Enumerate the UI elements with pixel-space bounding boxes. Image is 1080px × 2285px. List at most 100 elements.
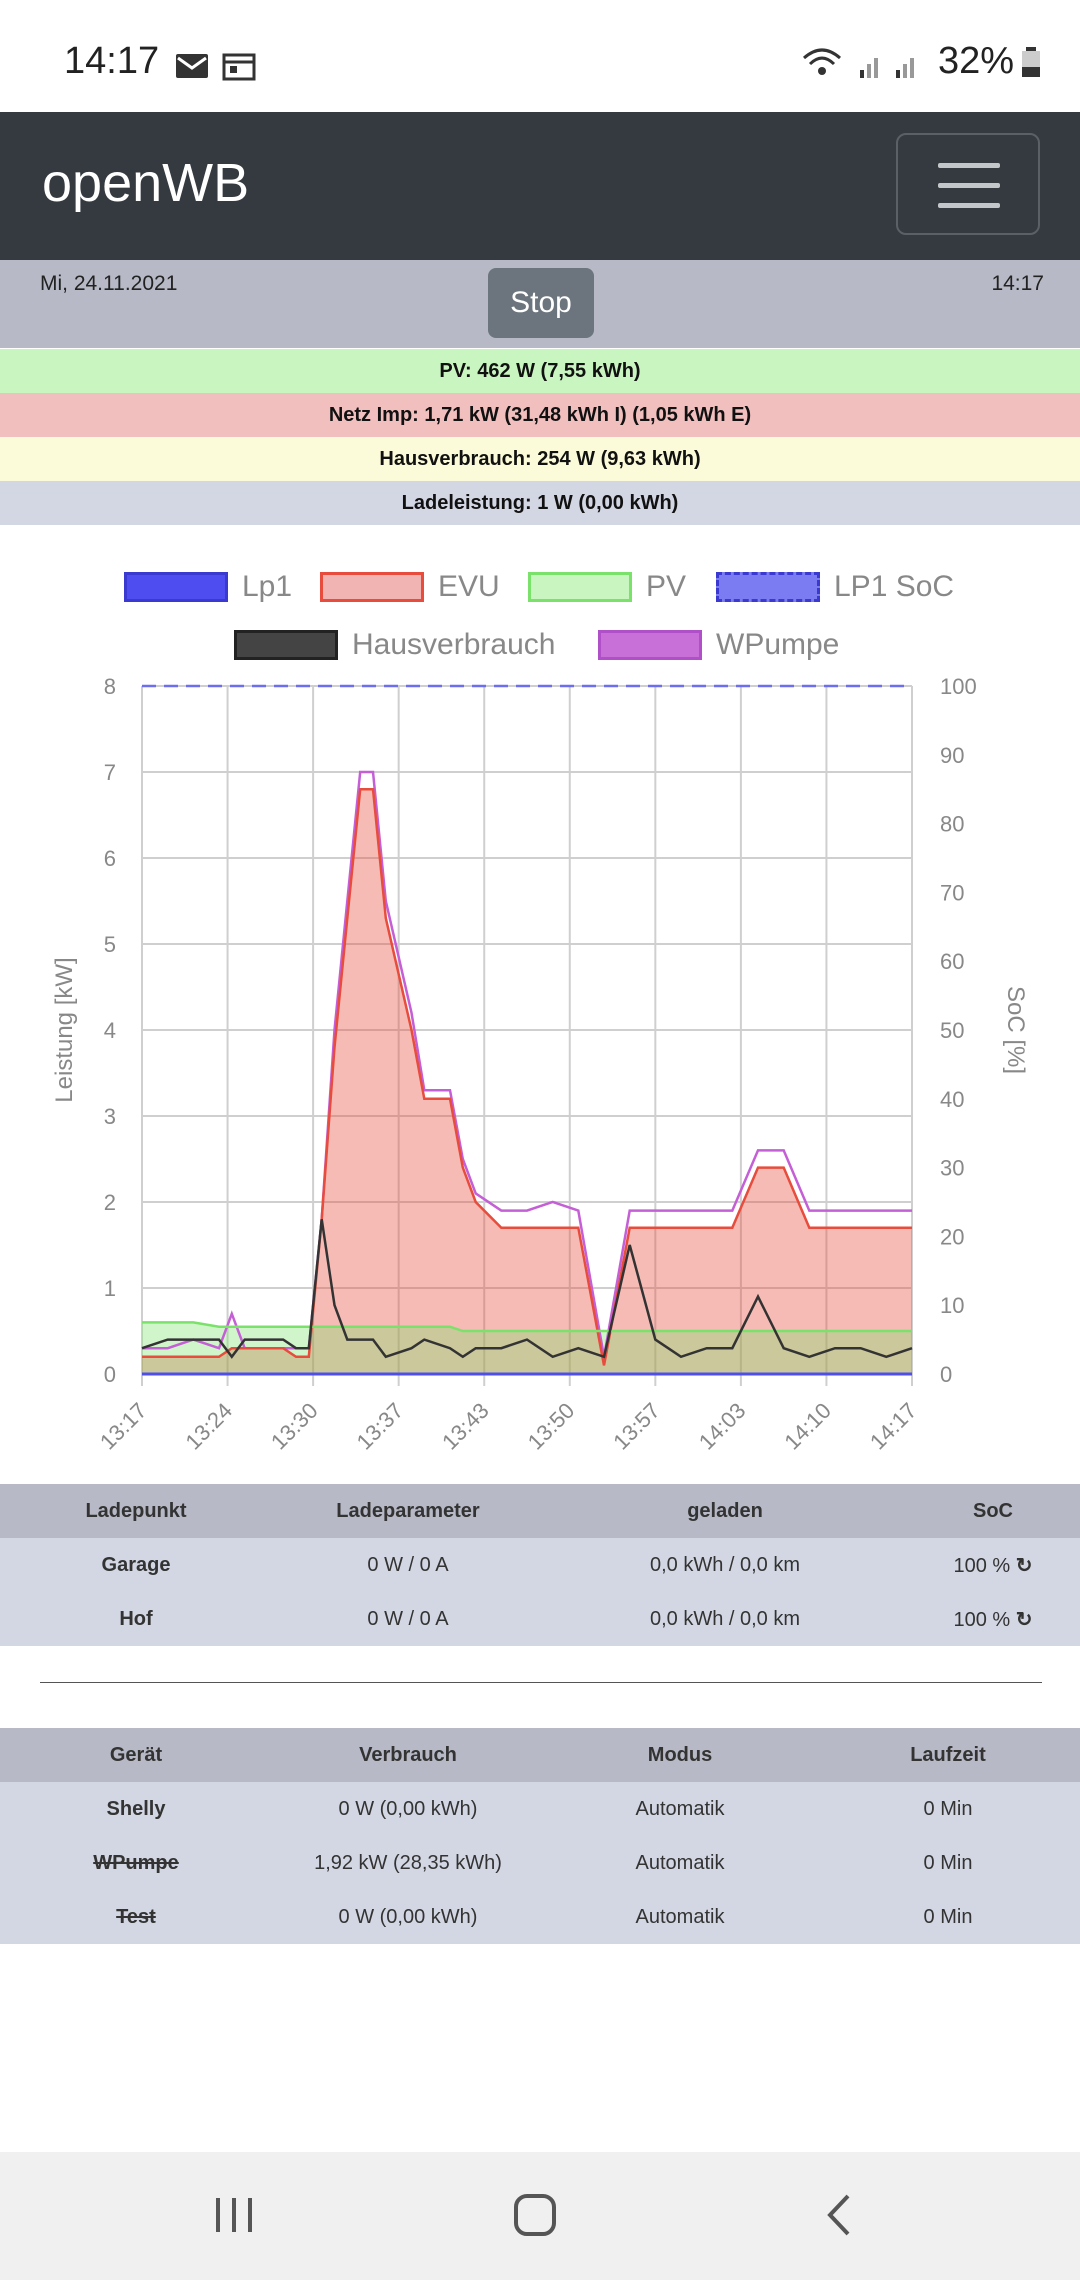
x-tick-label: 14:03	[694, 1398, 751, 1455]
refresh-icon[interactable]: ↻	[1015, 1608, 1033, 1631]
ladepunkt-geladen: 0,0 kWh / 0,0 km	[544, 1538, 906, 1592]
hamburger-icon	[938, 163, 1000, 168]
y-tick-label: 3	[104, 1104, 116, 1129]
home-icon[interactable]	[514, 2194, 556, 2236]
y2-tick-label: 30	[940, 1156, 964, 1181]
y-tick-label: 8	[104, 674, 116, 699]
x-tick-label: 13:30	[266, 1398, 323, 1455]
y2-tick-label: 20	[940, 1224, 964, 1249]
y-tick-label: 1	[104, 1276, 116, 1301]
y-axis-label: Leistung [kW]	[51, 957, 78, 1102]
col-header: geladen	[544, 1484, 906, 1538]
date-label: Mi, 24.11.2021	[40, 272, 178, 295]
hausverbrauch-line	[141, 1219, 913, 1359]
menu-button[interactable]	[896, 133, 1040, 235]
geraet-modus: Automatik	[544, 1890, 816, 1944]
legend-swatch	[124, 572, 228, 602]
calendar-icon	[222, 53, 256, 81]
recent-apps-icon[interactable]	[216, 2198, 252, 2232]
table-header-row: Gerät Verbrauch Modus Laufzeit	[0, 1728, 1080, 1782]
y2-tick-label: 0	[940, 1362, 952, 1387]
divider	[40, 1682, 1042, 1683]
geraet-name[interactable]: Test	[0, 1890, 272, 1944]
geraet-laufzeit: 0 Min	[816, 1782, 1080, 1836]
netz-summary: Netz Imp: 1,71 kW (31,48 kWh I) (1,05 kW…	[0, 393, 1080, 437]
table-row[interactable]: WPumpe 1,92 kW (28,35 kWh) Automatik 0 M…	[0, 1836, 1080, 1890]
legend-label: WPumpe	[716, 628, 840, 661]
time-label: 14:17	[991, 272, 1044, 295]
x-tick-label: 14:17	[865, 1398, 922, 1455]
geraet-name[interactable]: WPumpe	[0, 1836, 272, 1890]
geraet-verbrauch: 1,92 kW (28,35 kWh)	[272, 1836, 544, 1890]
col-header: Gerät	[0, 1728, 272, 1782]
pv-line	[142, 1321, 912, 1333]
legend-label: Lp1	[242, 570, 293, 603]
ladepunkt-soc[interactable]: 100 % ↻	[906, 1592, 1080, 1646]
y-tick-label: 7	[104, 760, 116, 785]
mail-icon	[176, 53, 256, 81]
y2-tick-label: 60	[940, 949, 964, 974]
geraete-table: Gerät Verbrauch Modus Laufzeit Shelly 0 …	[0, 1728, 1080, 1944]
legend-lp1[interactable]: Lp1	[124, 570, 292, 604]
legend-swatch	[320, 572, 424, 602]
geraet-name[interactable]: Shelly	[0, 1782, 272, 1836]
ladepunkt-soc[interactable]: 100 % ↻	[906, 1538, 1080, 1592]
back-icon[interactable]	[827, 2194, 850, 2236]
legend-pv[interactable]: PV	[528, 570, 686, 604]
legend-evu[interactable]: EVU	[320, 570, 500, 604]
col-header: Verbrauch	[272, 1728, 544, 1782]
table-row[interactable]: Test 0 W (0,00 kWh) Automatik 0 Min	[0, 1890, 1080, 1944]
legend-soc[interactable]: LP1 SoC	[716, 570, 954, 604]
legend-label: LP1 SoC	[834, 570, 955, 603]
legend-label: EVU	[438, 570, 500, 603]
battery-icon	[1022, 46, 1040, 77]
table-row[interactable]: Hof 0 W / 0 A 0,0 kWh / 0,0 km 100 % ↻	[0, 1592, 1080, 1646]
legend-wpumpe[interactable]: WPumpe	[598, 628, 839, 662]
y2-tick-label: 90	[940, 743, 964, 768]
table-row[interactable]: Shelly 0 W (0,00 kWh) Automatik 0 Min	[0, 1782, 1080, 1836]
hamburger-icon-bar	[938, 203, 1000, 208]
ladepunkt-name[interactable]: Hof	[0, 1592, 272, 1646]
info-header: Mi, 24.11.2021 Stop 14:17	[0, 260, 1080, 348]
legend-swatch	[716, 572, 820, 602]
haus-summary: Hausverbrauch: 254 W (9,63 kWh)	[0, 437, 1080, 481]
y-tick-label: 2	[104, 1190, 116, 1215]
col-header: SoC	[906, 1484, 1080, 1538]
ladepunkt-name[interactable]: Garage	[0, 1538, 272, 1592]
chart-legend: Lp1 EVU PV LP1 SoC Hausverbrauch WPumpe	[0, 566, 1080, 676]
y-tick-label: 5	[104, 932, 116, 957]
legend-swatch	[528, 572, 632, 602]
legend-label: PV	[646, 570, 687, 603]
x-tick-label: 14:10	[779, 1398, 836, 1455]
status-right: 32%	[800, 40, 1044, 83]
pv-area	[142, 1322, 912, 1374]
geraet-verbrauch: 0 W (0,00 kWh)	[272, 1782, 544, 1836]
y2-tick-label: 80	[940, 812, 964, 837]
geraet-verbrauch: 0 W (0,00 kWh)	[272, 1890, 544, 1944]
pv-summary: PV: 462 W (7,55 kWh)	[0, 349, 1080, 393]
y2-tick-label: 100	[940, 674, 977, 699]
app-title[interactable]: openWB	[42, 153, 250, 213]
legend-haus[interactable]: Hausverbrauch	[234, 628, 555, 662]
ladepunkt-param: 0 W / 0 A	[272, 1592, 544, 1646]
refresh-icon[interactable]: ↻	[1015, 1554, 1033, 1577]
table-row[interactable]: Garage 0 W / 0 A 0,0 kWh / 0,0 km 100 % …	[0, 1538, 1080, 1592]
col-header: Modus	[544, 1728, 816, 1782]
battery-text: 32%	[937, 40, 1014, 82]
x-tick-label: 13:50	[523, 1398, 580, 1455]
system-nav-icons	[216, 2194, 850, 2236]
ladepunkt-geladen: 0,0 kWh / 0,0 km	[544, 1592, 906, 1646]
y2-tick-label: 70	[940, 880, 964, 905]
status-bar: 14:17 32%	[0, 0, 1080, 112]
y2-tick-label: 40	[940, 1087, 964, 1112]
stop-button[interactable]: Stop	[488, 268, 594, 338]
x-tick-label: 13:37	[352, 1398, 409, 1455]
y-tick-label: 0	[104, 1362, 116, 1387]
x-tick-label: 13:24	[180, 1398, 237, 1455]
geraet-laufzeit: 0 Min	[816, 1890, 1080, 1944]
geraet-laufzeit: 0 Min	[816, 1836, 1080, 1890]
notification-icons	[176, 52, 266, 87]
x-tick-label: 13:17	[95, 1398, 152, 1455]
geraet-modus: Automatik	[544, 1836, 816, 1890]
